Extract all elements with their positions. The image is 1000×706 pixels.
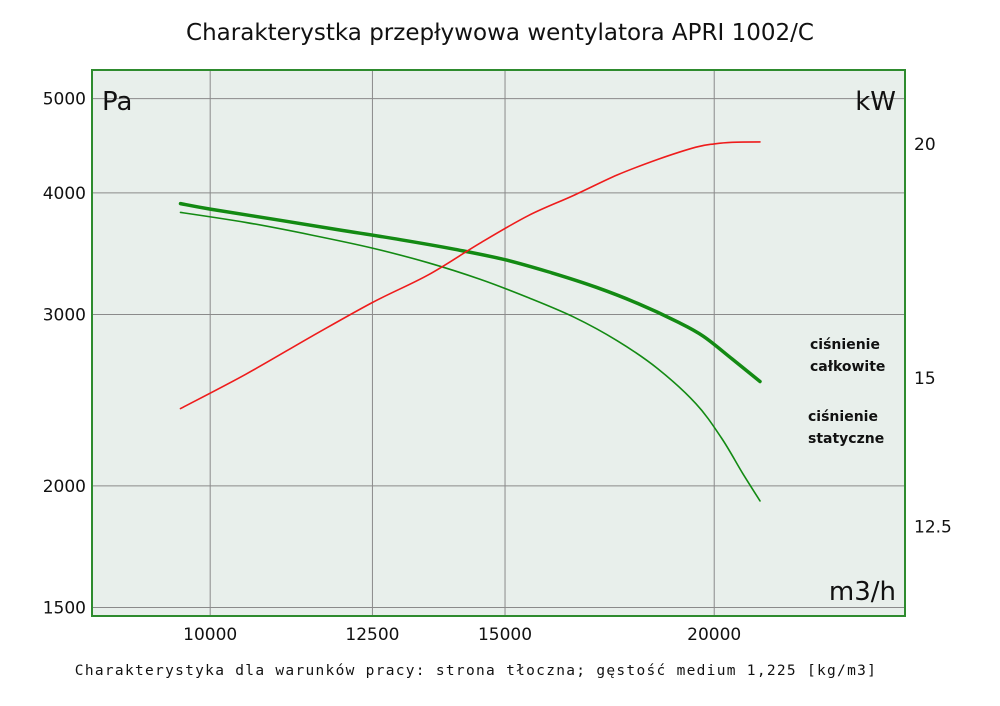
y-left-unit-label: Pa xyxy=(102,87,132,117)
total-pressure-label-line-1: ciśnienie xyxy=(810,337,880,353)
power-curve xyxy=(179,141,761,410)
plot-frame xyxy=(91,69,906,617)
tick-labels: 10000 12500 15000 20000 1500 2000 3000 4000 5000… xyxy=(43,90,952,645)
y-right-tick-label: 20 xyxy=(914,135,936,155)
x-tick-label: 12500 xyxy=(345,625,399,645)
total-pressure-curve xyxy=(178,201,762,384)
x-tick-label: 15000 xyxy=(478,625,532,645)
chart-title: Charakterystka przepływowa wentylatora A… xyxy=(186,20,814,46)
x-tick-label: 20000 xyxy=(687,625,741,645)
y-right-tick-label: 12.5 xyxy=(914,518,952,538)
y-right-tick-label: 15 xyxy=(914,369,936,389)
static-pressure-curve xyxy=(179,211,761,502)
chart-caption: Charakterystyka dla warunków pracy: stro… xyxy=(75,663,877,679)
y-left-tick-label: 5000 xyxy=(43,90,86,110)
y-left-tick-label: 4000 xyxy=(43,184,86,204)
series-layer xyxy=(178,141,762,502)
x-unit-label: m3/h xyxy=(829,577,896,607)
y-left-tick-label: 1500 xyxy=(43,598,86,618)
total-pressure-label-line-2: całkowite xyxy=(810,359,885,375)
y-right-unit-label: kW xyxy=(855,87,896,117)
y-left-tick-label: 2000 xyxy=(43,477,86,497)
y-left-tick-label: 3000 xyxy=(43,305,86,325)
static-pressure-label-line-2: statyczne xyxy=(808,431,884,447)
grid xyxy=(92,70,905,616)
plot-area xyxy=(92,70,905,616)
static-pressure-label-line-1: ciśnienie xyxy=(808,409,878,425)
curve-labels: ciśnienie całkowite ciśnienie statyczne xyxy=(808,337,885,447)
x-tick-label: 10000 xyxy=(183,625,237,645)
